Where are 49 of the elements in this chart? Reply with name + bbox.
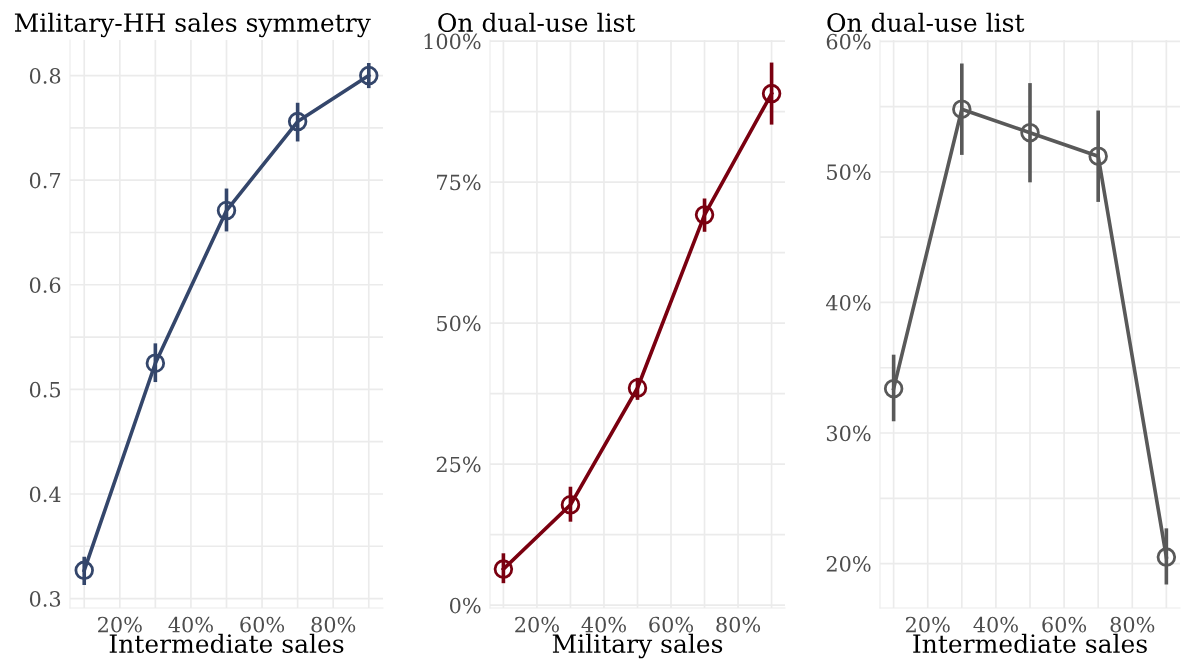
x-tick-label: 80% [1110,616,1155,633]
point [359,65,379,86]
y-tick-label: 0.3 [29,591,61,607]
point [952,99,972,119]
y-tick-label: 0% [449,597,481,614]
point [1088,146,1108,166]
point [145,353,166,373]
chart-title: On dual-use list [438,12,636,33]
chart-title: Military-HH sales symmetry [14,12,371,38]
point [1020,122,1040,143]
y-tick-label: 50% [827,164,871,181]
x-tick-label: 60% [1042,616,1087,633]
y-tick-label: 0.6 [29,277,61,293]
point [694,205,715,225]
x-tick-label: 40% [973,616,1018,633]
point [761,83,782,104]
x-tick-label: 40% [581,616,626,633]
y-tick-label: 50% [437,315,481,332]
y-tick-label: 0.8 [29,68,61,84]
y-tick-label: 30% [826,425,871,442]
point [1156,547,1177,567]
y-tick-label: 25% [436,456,481,473]
y-tick-label: 0.5 [29,381,61,398]
point [627,378,648,398]
x-tick-label: 60% [649,616,694,633]
x-axis-title: Military sales [552,633,723,659]
point [287,111,308,132]
x-tick-label: 80% [716,616,761,633]
x-axis-title: Intermediate sales [109,633,344,654]
y-tick-label: 0.7 [29,172,61,189]
x-tick-label: 20% [98,616,142,633]
point [74,560,94,581]
point [560,495,581,515]
x-tick-label: 40% [168,616,213,633]
point [493,559,514,579]
chart-title: On dual-use list [827,12,1025,33]
point [216,200,237,221]
y-tick-label: 100% [424,33,481,50]
y-tick-label: 40% [826,294,871,311]
y-tick-label: 75% [437,174,481,191]
x-tick-label: 60% [240,616,285,633]
x-tick-label: 80% [311,616,356,633]
x-axis-title: Intermediate sales [913,633,1147,654]
y-tick-label: 0.4 [29,486,61,503]
x-tick-label: 20% [905,616,950,633]
point [883,378,904,399]
y-tick-label: 20% [826,556,871,572]
x-tick-label: 20% [515,616,559,633]
y-tick-label: 60% [826,33,871,50]
